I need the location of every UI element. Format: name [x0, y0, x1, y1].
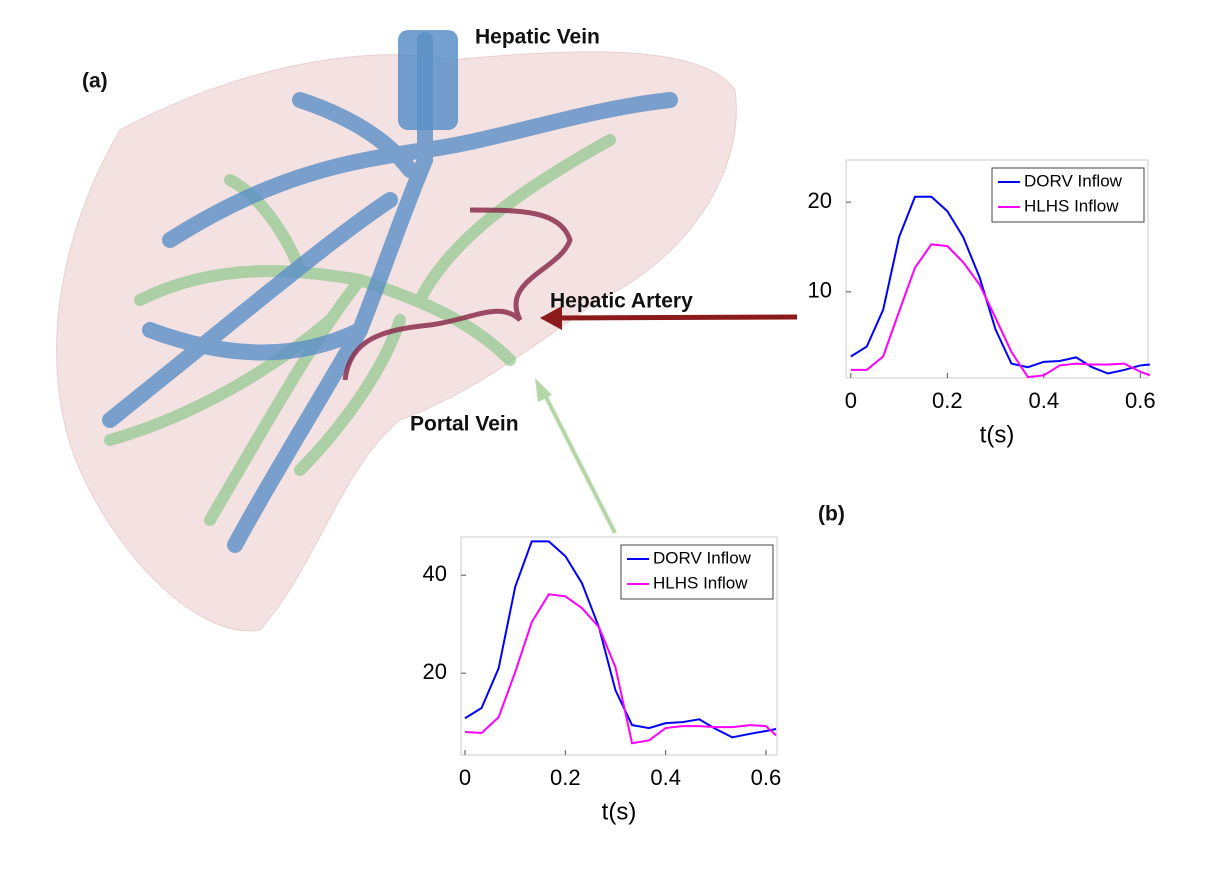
liver-illustration	[56, 30, 798, 632]
legend-label: HLHS Inflow	[1024, 196, 1119, 215]
legend	[991, 167, 1145, 223]
arrow-head	[540, 306, 562, 330]
line-series	[850, 243, 1151, 379]
panel-label: (a)	[82, 70, 108, 93]
x-tick-label: 0	[845, 388, 857, 413]
x-axis-label: t(s)	[980, 421, 1015, 448]
x-axis-label: t(s)	[602, 798, 637, 825]
x-tick-label: 0.4	[1028, 388, 1059, 413]
x-tick-label: 0.4	[650, 765, 681, 790]
legend	[620, 544, 774, 600]
legend-label: HLHS Inflow	[653, 573, 748, 592]
legend-label: DORV Inflow	[1024, 171, 1123, 190]
panel-label: (b)	[818, 503, 845, 526]
hepatic-vein-tree	[102, 32, 678, 553]
x-tick-label: 0.6	[751, 765, 782, 790]
line-series	[850, 195, 1151, 375]
x-tick-label: 0	[459, 765, 471, 790]
x-tick-label: 0.2	[550, 765, 581, 790]
legend-label: DORV Inflow	[653, 548, 752, 567]
hepatic-artery	[342, 207, 573, 381]
arrow	[554, 314, 798, 321]
annotation: Hepatic Vein	[475, 26, 600, 49]
line-series	[464, 593, 777, 745]
x-tick-label: 0.6	[1125, 388, 1156, 413]
arrow	[543, 394, 617, 534]
y-tick-label: 40	[423, 561, 447, 586]
y-tick-label: 10	[808, 278, 832, 303]
arrow-head	[535, 378, 552, 402]
annotation: Portal Vein	[410, 413, 519, 436]
y-tick-label: 20	[808, 188, 832, 213]
x-tick-label: 0.2	[932, 388, 963, 413]
y-tick-label: 20	[423, 659, 447, 684]
annotation: Hepatic Artery	[550, 290, 693, 313]
